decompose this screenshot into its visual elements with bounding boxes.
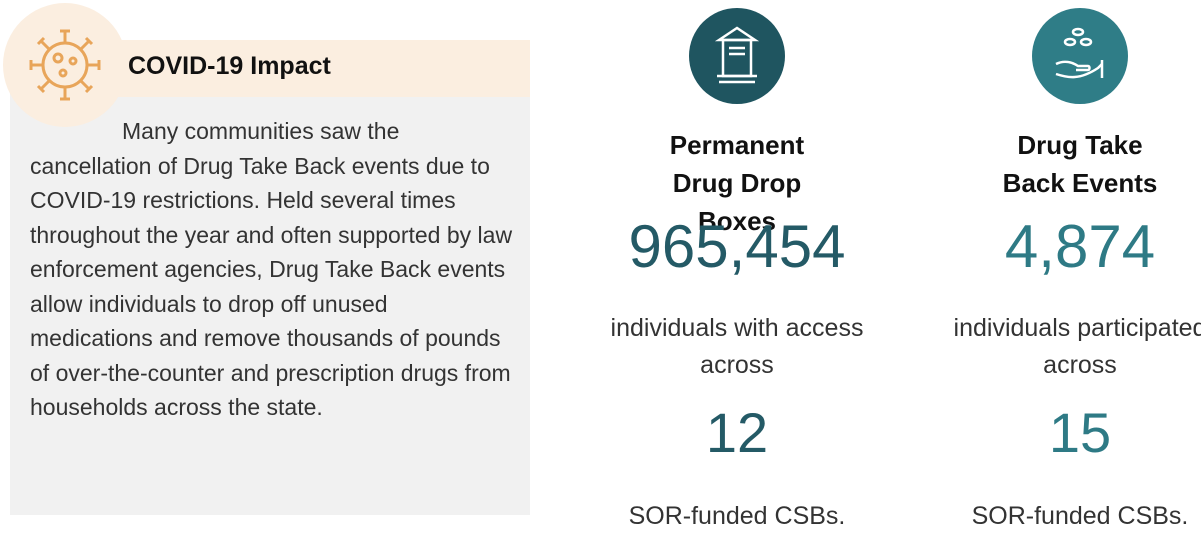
stat-count: 12: [705, 401, 769, 464]
stat-column: Drug Take Back Events 4,874 individuals …: [915, 0, 1201, 531]
impact-title: COVID-19 Impact: [128, 52, 331, 80]
stat-count: 15: [1048, 401, 1112, 464]
impact-box: [10, 40, 530, 515]
stat-text: individuals with access across: [610, 314, 864, 379]
stat-column: Permanent Drug Drop Boxes 965,454 indivi…: [572, 0, 902, 531]
stat-footer: SOR-funded CSBs.: [971, 502, 1189, 530]
drop-box-icon: [689, 8, 785, 104]
take-back-icon: [1032, 8, 1128, 104]
stat-text: individuals participated across: [953, 314, 1201, 379]
stat-number: 4,874: [1004, 213, 1156, 280]
stat-footer: SOR-funded CSBs.: [628, 502, 846, 530]
stat-title: Drug Take Back Events: [1002, 130, 1158, 198]
impact-header-band: [65, 40, 530, 97]
virus-icon: [3, 3, 127, 127]
stat-number: 965,454: [628, 213, 846, 280]
stat-title: Permanent Drug Drop Boxes: [669, 130, 805, 236]
impact-text: Many communities saw the cancellation of…: [30, 118, 513, 420]
